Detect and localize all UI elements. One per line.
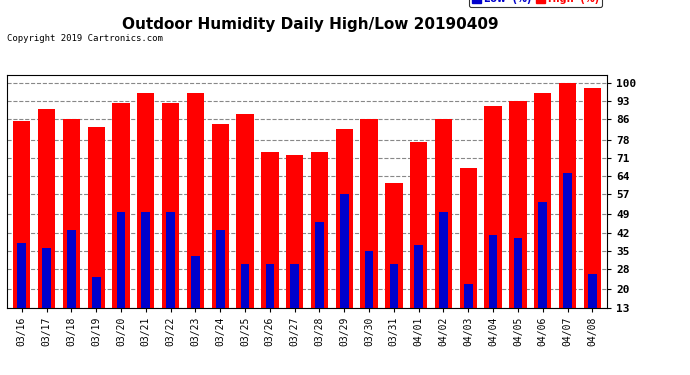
Bar <box>360 119 377 341</box>
Bar <box>484 106 502 341</box>
Bar <box>435 119 452 341</box>
Bar <box>63 119 80 341</box>
Bar <box>261 153 279 341</box>
Bar <box>509 101 526 341</box>
Bar <box>464 284 473 341</box>
Bar <box>67 230 76 341</box>
Bar <box>162 104 179 341</box>
Bar <box>538 202 547 341</box>
Bar <box>38 109 55 341</box>
Bar <box>42 248 51 341</box>
Bar <box>310 153 328 341</box>
Bar <box>266 264 274 341</box>
Bar <box>212 124 229 341</box>
Text: Outdoor Humidity Daily High/Low 20190409: Outdoor Humidity Daily High/Low 20190409 <box>122 17 499 32</box>
Bar <box>141 212 150 341</box>
Bar <box>92 276 101 341</box>
Bar <box>290 264 299 341</box>
Bar <box>563 173 572 341</box>
Bar <box>166 212 175 341</box>
Bar <box>439 212 448 341</box>
Bar <box>385 183 402 341</box>
Bar <box>137 93 155 341</box>
Bar <box>340 194 348 341</box>
Bar <box>414 246 423 341</box>
Text: Copyright 2019 Cartronics.com: Copyright 2019 Cartronics.com <box>7 34 163 43</box>
Bar <box>237 114 254 341</box>
Bar <box>241 264 249 341</box>
Bar <box>216 230 224 341</box>
Bar <box>112 104 130 341</box>
Bar <box>460 168 477 341</box>
Legend: Low  (%), High  (%): Low (%), High (%) <box>469 0 602 8</box>
Bar <box>489 235 497 341</box>
Bar <box>191 256 200 341</box>
Bar <box>13 122 30 341</box>
Bar <box>559 83 576 341</box>
Bar <box>390 264 398 341</box>
Bar <box>88 127 105 341</box>
Bar <box>286 155 304 341</box>
Bar <box>117 212 126 341</box>
Bar <box>410 142 427 341</box>
Bar <box>365 251 373 341</box>
Bar <box>315 222 324 341</box>
Bar <box>17 243 26 341</box>
Bar <box>513 238 522 341</box>
Bar <box>534 93 551 341</box>
Bar <box>584 88 601 341</box>
Bar <box>335 129 353 341</box>
Bar <box>187 93 204 341</box>
Bar <box>588 274 597 341</box>
